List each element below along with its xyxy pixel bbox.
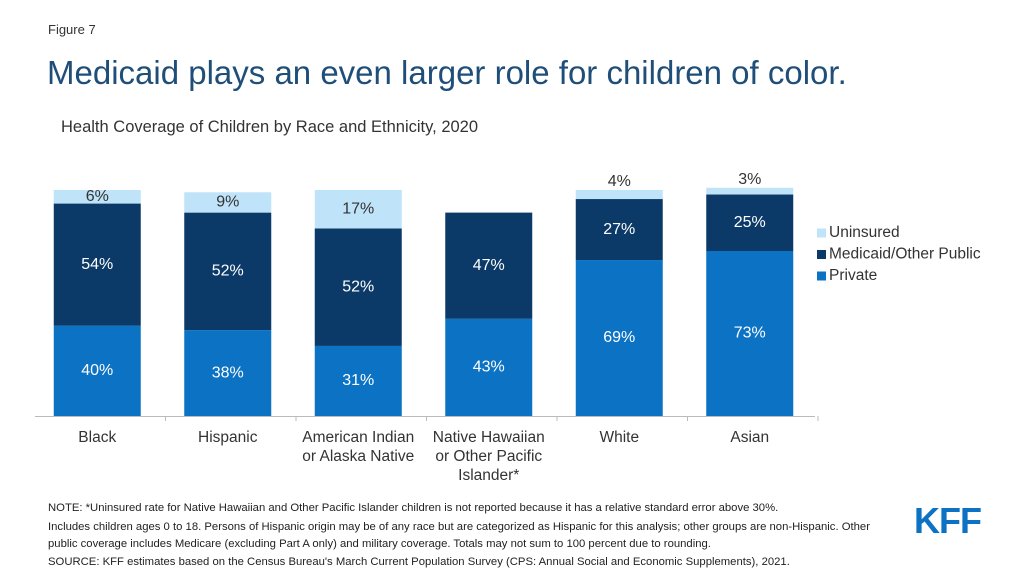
headline: Medicaid plays an even larger role for c… bbox=[47, 54, 847, 91]
figure-label: Figure 7 bbox=[48, 22, 96, 37]
data-label: 17% bbox=[342, 200, 374, 217]
x-tick-label: Asian bbox=[730, 429, 770, 446]
data-label: 52% bbox=[342, 278, 374, 295]
data-label: 40% bbox=[81, 362, 113, 379]
bar-segment bbox=[575, 190, 663, 200]
note: NOTE: *Uninsured rate for Native Hawaiia… bbox=[48, 502, 779, 514]
data-label: 3% bbox=[738, 171, 761, 188]
legend-swatch bbox=[817, 250, 826, 259]
x-tick-label: Native Hawaiian or Other Pacific Islande… bbox=[432, 429, 545, 484]
legend-label: Medicaid/Other Public bbox=[829, 246, 981, 263]
bar-segment bbox=[53, 325, 141, 416]
data-label: 54% bbox=[81, 256, 113, 273]
bar-segment bbox=[575, 260, 663, 416]
logo: KFF bbox=[914, 500, 982, 541]
data-label: 69% bbox=[603, 329, 635, 346]
data-label: 6% bbox=[86, 188, 109, 205]
x-tick-label: White bbox=[599, 429, 640, 446]
data-label: 73% bbox=[734, 325, 766, 342]
bar-segment bbox=[314, 345, 402, 416]
x-tick-label: American Indian or Alaska Native bbox=[302, 429, 415, 465]
bar-segment bbox=[706, 187, 794, 195]
x-tick-label: Hispanic bbox=[198, 429, 258, 446]
data-label: 31% bbox=[342, 372, 374, 389]
data-label: 4% bbox=[608, 173, 631, 190]
bar-segment bbox=[706, 194, 794, 252]
data-label: 25% bbox=[734, 214, 766, 231]
data-label: 27% bbox=[603, 221, 635, 238]
data-label: 43% bbox=[473, 359, 505, 376]
bar-segment bbox=[184, 330, 272, 416]
bar-segment bbox=[53, 190, 141, 204]
data-label: 38% bbox=[212, 364, 244, 381]
bar-segment bbox=[314, 190, 402, 229]
legend-label: Uninsured bbox=[829, 224, 900, 241]
data-label: 47% bbox=[473, 257, 505, 274]
bar-segment bbox=[53, 203, 141, 326]
bar-segment bbox=[184, 192, 272, 213]
bar-segment bbox=[445, 318, 533, 416]
chart-title: Health Coverage of Children by Race and … bbox=[61, 118, 479, 136]
bar-segment bbox=[445, 212, 533, 319]
source: SOURCE: KFF estimates based on the Censu… bbox=[48, 556, 790, 568]
data-label: 52% bbox=[212, 263, 244, 280]
legend-swatch bbox=[817, 271, 826, 281]
legend-swatch bbox=[817, 228, 826, 238]
x-tick-label: Black bbox=[78, 429, 117, 446]
note: Includes children ages 0 to 18. Persons … bbox=[48, 521, 870, 550]
legend-label: Private bbox=[829, 267, 877, 284]
data-label: 9% bbox=[216, 194, 239, 211]
bar-segment bbox=[575, 199, 663, 261]
bar-segment bbox=[706, 251, 794, 416]
bar-segment bbox=[314, 228, 402, 346]
bar-segment bbox=[184, 212, 272, 331]
